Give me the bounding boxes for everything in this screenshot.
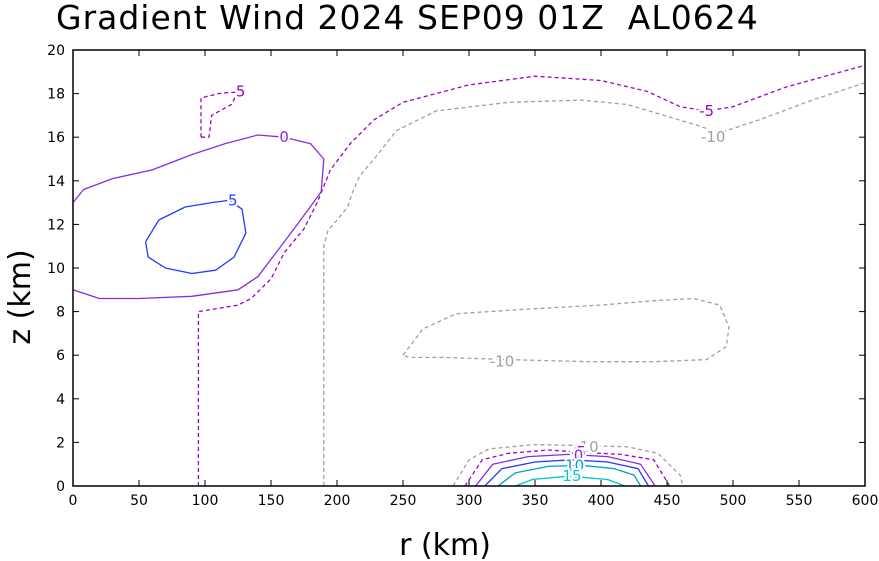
contour-line: [323, 82, 865, 486]
contour-line: [197, 64, 865, 486]
y-tick-label: 18: [47, 87, 65, 103]
x-tick-label: 300: [456, 493, 483, 509]
chart-title: Gradient Wind 2024 SEP09 01Z AL0624: [56, 0, 759, 37]
contour-label: 10: [565, 456, 584, 474]
x-tick-label: 100: [192, 493, 219, 509]
x-tick-label: 150: [258, 493, 285, 509]
x-axis-title: r (km): [399, 528, 491, 561]
y-tick-label: 12: [47, 217, 65, 233]
contour-line: [452, 443, 684, 486]
contour-label: -5: [571, 443, 586, 461]
y-axis-title: z (km): [3, 249, 38, 344]
contours-layer: [73, 64, 865, 486]
y-tick-label: 0: [56, 479, 65, 495]
x-tick-label: 0: [69, 493, 78, 509]
axes-layer: 0 50 100 150 200 250 300 350 400 450 500 550 6000246…: [47, 43, 878, 509]
contour-line: [475, 453, 656, 486]
contour-label: 5: [228, 191, 238, 209]
contour-label: 0: [279, 128, 289, 146]
contour-label: -10: [701, 128, 726, 146]
y-tick-label: 6: [56, 348, 65, 364]
contour-line: [73, 134, 325, 300]
contour-label: -5: [699, 102, 714, 120]
y-tick-label: 4: [56, 392, 65, 408]
contour-line: [144, 199, 247, 275]
contour-label: -10: [490, 353, 515, 371]
contour-line: [464, 449, 671, 486]
plot-frame: [72, 49, 866, 487]
contour-label: -5: [231, 82, 246, 100]
contour-label: -10: [574, 438, 599, 456]
x-tick-label: 400: [588, 493, 615, 509]
contour-label: 15: [562, 467, 581, 485]
x-tick-label: 200: [324, 493, 351, 509]
contour-line: [484, 459, 650, 486]
x-tick-label: 450: [654, 493, 681, 509]
y-tick-label: 16: [47, 130, 65, 146]
x-tick-label: 250: [390, 493, 417, 509]
y-tick-label: 14: [47, 174, 65, 190]
x-tick-label: 600: [852, 493, 879, 509]
x-tick-label: 500: [720, 493, 747, 509]
contour-line: [200, 90, 239, 138]
y-tick-label: 20: [47, 43, 65, 59]
contour-line: [402, 297, 730, 363]
x-tick-label: 50: [130, 493, 148, 509]
contour-line: [514, 475, 626, 486]
y-tick-label: 10: [47, 261, 65, 277]
contour-label: 0: [574, 446, 584, 464]
y-tick-label: 2: [56, 435, 65, 451]
y-tick-label: 8: [56, 305, 65, 321]
x-tick-label: 350: [522, 493, 549, 509]
x-tick-label: 550: [786, 493, 813, 509]
contour-line: [497, 464, 642, 486]
